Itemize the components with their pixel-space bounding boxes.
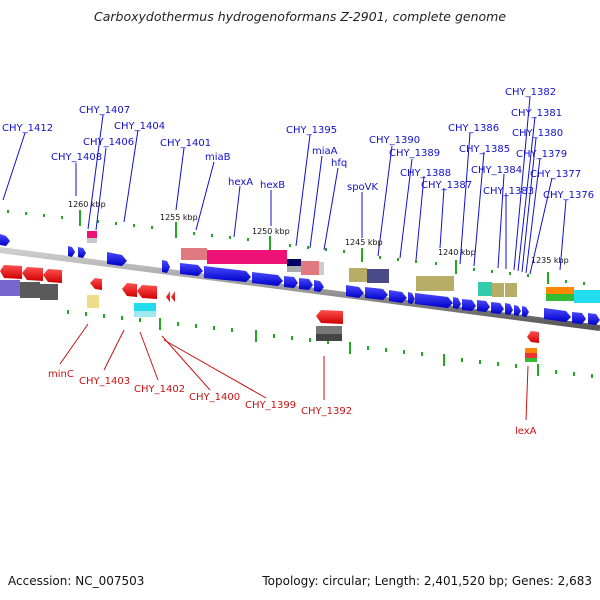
reverse-gene[interactable]: [316, 310, 343, 324]
reverse-strand-track: [0, 265, 539, 343]
reverse-leader-lines: [59, 323, 529, 421]
scale-label: 1235 kbp: [531, 256, 569, 265]
forward-feature-blocks: [87, 231, 600, 303]
forward-strand-track: [0, 234, 600, 325]
gene-label-chy-1376[interactable]: CHY_1376: [543, 190, 594, 201]
forward-gene[interactable]: [78, 247, 86, 258]
gene-label-hexa[interactable]: hexA: [228, 177, 253, 188]
gene-label-chy-1400[interactable]: CHY_1400: [189, 392, 240, 403]
gene-label-chy-1395[interactable]: CHY_1395: [286, 125, 337, 136]
map-title: Carboxydothermus hydrogenoformans Z-2901…: [93, 9, 507, 24]
genome-summary-text: Topology: circular; Length: 2,401,520 bp…: [262, 574, 592, 588]
reverse-gene[interactable]: [166, 291, 170, 302]
gene-label-chy-1381[interactable]: CHY_1381: [511, 108, 562, 119]
forward-gene[interactable]: [346, 285, 364, 298]
gene-label-chy-1379[interactable]: CHY_1379: [516, 149, 567, 160]
reverse-gene[interactable]: [0, 265, 22, 279]
forward-gene[interactable]: [389, 290, 407, 303]
gene-label-miaa[interactable]: miaA: [312, 146, 338, 157]
gene-label-chy-1401[interactable]: CHY_1401: [160, 138, 211, 149]
gene-label-minc[interactable]: minC: [48, 369, 74, 380]
gene-label-chy-1399[interactable]: CHY_1399: [245, 400, 296, 411]
forward-gene[interactable]: [453, 297, 461, 309]
forward-gene[interactable]: [299, 278, 313, 290]
forward-gene[interactable]: [415, 293, 453, 308]
gene-label-chy-1412[interactable]: CHY_1412: [2, 123, 53, 134]
forward-gene[interactable]: [462, 299, 476, 311]
lower-scale-ruler: [67, 310, 593, 378]
forward-gene[interactable]: [408, 292, 415, 304]
gene-label-chy-1406[interactable]: CHY_1406: [83, 137, 134, 148]
reverse-feature-blocks: [0, 280, 537, 362]
gene-label-chy-1383[interactable]: CHY_1383: [483, 186, 534, 197]
forward-gene[interactable]: [477, 300, 490, 312]
scale-label: 1240 kbp: [438, 248, 476, 257]
gene-label-chy-1377[interactable]: CHY_1377: [530, 169, 581, 180]
gene-label-miab[interactable]: miaB: [205, 152, 231, 163]
forward-gene[interactable]: [505, 303, 513, 315]
reverse-gene[interactable]: [43, 269, 62, 283]
forward-gene[interactable]: [491, 302, 504, 314]
gene-label-chy-1384[interactable]: CHY_1384: [471, 165, 522, 176]
gene-label-chy-1402[interactable]: CHY_1402: [134, 384, 185, 395]
accession-text: Accession: NC_007503: [8, 574, 145, 588]
reverse-gene[interactable]: [137, 285, 157, 299]
forward-gene[interactable]: [588, 313, 600, 325]
forward-leader-lines: [2, 96, 567, 275]
forward-gene[interactable]: [284, 276, 298, 288]
gene-label-chy-1390[interactable]: CHY_1390: [369, 135, 420, 146]
scale-label: 1255 kbp: [160, 213, 198, 222]
reverse-gene[interactable]: [171, 291, 175, 302]
forward-gene[interactable]: [514, 305, 521, 316]
gene-label-chy-1385[interactable]: CHY_1385: [459, 144, 510, 155]
gene-label-chy-1382[interactable]: CHY_1382: [505, 87, 556, 98]
gene-label-chy-1386[interactable]: CHY_1386: [448, 123, 499, 134]
gene-label-lexa[interactable]: lexA: [515, 426, 537, 437]
scale-label: 1245 kbp: [345, 238, 383, 247]
forward-gene[interactable]: [162, 260, 170, 273]
scale-label: 1260 kbp: [68, 200, 106, 209]
gene-label-spovk[interactable]: spoVK: [347, 182, 379, 193]
forward-gene[interactable]: [252, 272, 283, 286]
forward-gene[interactable]: [365, 287, 388, 300]
gene-label-chy-1392[interactable]: CHY_1392: [301, 406, 352, 417]
forward-gene[interactable]: [204, 266, 251, 282]
upper-scale-ruler: [7, 210, 585, 285]
gene-label-hfq[interactable]: hfq: [331, 158, 347, 169]
gene-label-chy-1380[interactable]: CHY_1380: [512, 128, 563, 139]
gene-label-hexb[interactable]: hexB: [260, 180, 285, 191]
forward-gene[interactable]: [107, 252, 127, 266]
reverse-gene[interactable]: [90, 278, 102, 290]
reverse-gene[interactable]: [527, 331, 539, 343]
reverse-gene[interactable]: [122, 283, 137, 297]
forward-gene[interactable]: [314, 280, 324, 292]
gene-label-chy-1388[interactable]: CHY_1388: [400, 168, 451, 179]
gene-label-chy-1404[interactable]: CHY_1404: [114, 121, 165, 132]
forward-gene[interactable]: [0, 234, 10, 246]
forward-gene[interactable]: [544, 308, 571, 322]
gene-label-chy-1389[interactable]: CHY_1389: [389, 148, 440, 159]
forward-gene[interactable]: [180, 263, 203, 276]
forward-gene[interactable]: [522, 306, 529, 317]
forward-gene[interactable]: [572, 312, 586, 324]
forward-gene[interactable]: [68, 246, 75, 257]
gene-label-chy-1407[interactable]: CHY_1407: [79, 105, 130, 116]
gene-label-chy-1403[interactable]: CHY_1403: [79, 376, 130, 387]
scale-label: 1250 kbp: [252, 227, 290, 236]
gene-label-chy-1408[interactable]: CHY_1408: [51, 152, 102, 163]
gene-label-chy-1387[interactable]: CHY_1387: [421, 180, 472, 191]
reverse-gene[interactable]: [22, 267, 43, 281]
